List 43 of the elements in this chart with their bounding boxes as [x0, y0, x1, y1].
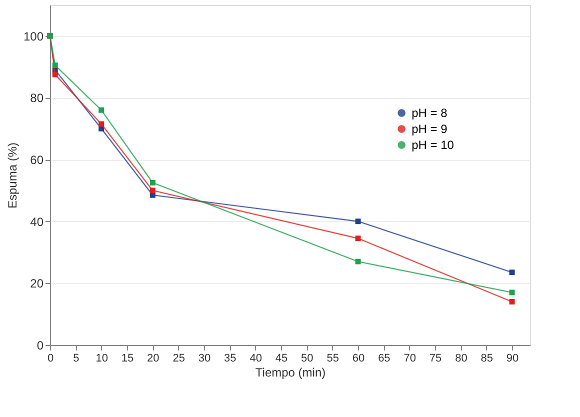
legend-label: pH = 8 [412, 106, 448, 120]
point [355, 218, 361, 224]
point [52, 62, 58, 68]
x-tick-label: 75 [429, 352, 442, 364]
y-tick-label: 40 [30, 214, 44, 229]
x-tick-label: 50 [301, 352, 314, 364]
point [509, 290, 515, 296]
point [150, 192, 156, 198]
x-tick-label: 30 [198, 352, 211, 364]
x-tick-label: 25 [172, 352, 185, 364]
x-tick-label: 90 [506, 352, 519, 364]
x-axis-title: Tiempo (min) [255, 366, 326, 380]
point [150, 180, 156, 186]
x-tick-label: 15 [121, 352, 134, 364]
point [98, 121, 104, 127]
x-tick-label: 60 [352, 352, 365, 364]
point [355, 236, 361, 242]
point [509, 270, 515, 276]
y-tick-label: 60 [30, 153, 44, 168]
point [52, 72, 58, 78]
x-tick-label: 85 [480, 352, 493, 364]
x-tick-label: 55 [326, 352, 339, 364]
y-axis-title: Espuma (%) [5, 142, 20, 209]
y-tick-label: 80 [30, 91, 44, 106]
y-tick-label: 0 [36, 338, 44, 352]
point [98, 107, 104, 113]
x-tick-label: 40 [250, 352, 262, 364]
x-tick-label: 20 [147, 352, 160, 364]
point [150, 188, 156, 194]
x-tick-label: 35 [224, 352, 236, 364]
x-tick-label: 10 [96, 352, 108, 364]
x-tick-label: 65 [378, 352, 390, 364]
x-tick-label: 0 [47, 352, 54, 364]
point [355, 258, 361, 264]
x-tick-label: 70 [404, 352, 416, 364]
x-tick-label: 80 [455, 352, 468, 364]
legend-label: pH = 9 [412, 122, 448, 136]
x-tick-label: 45 [275, 352, 288, 364]
y-tick-label: 20 [30, 276, 44, 291]
y-tick-label: 100 [23, 29, 44, 44]
point [509, 298, 515, 304]
legend-label: pH = 10 [412, 138, 454, 152]
x-tick-label: 5 [73, 352, 80, 364]
